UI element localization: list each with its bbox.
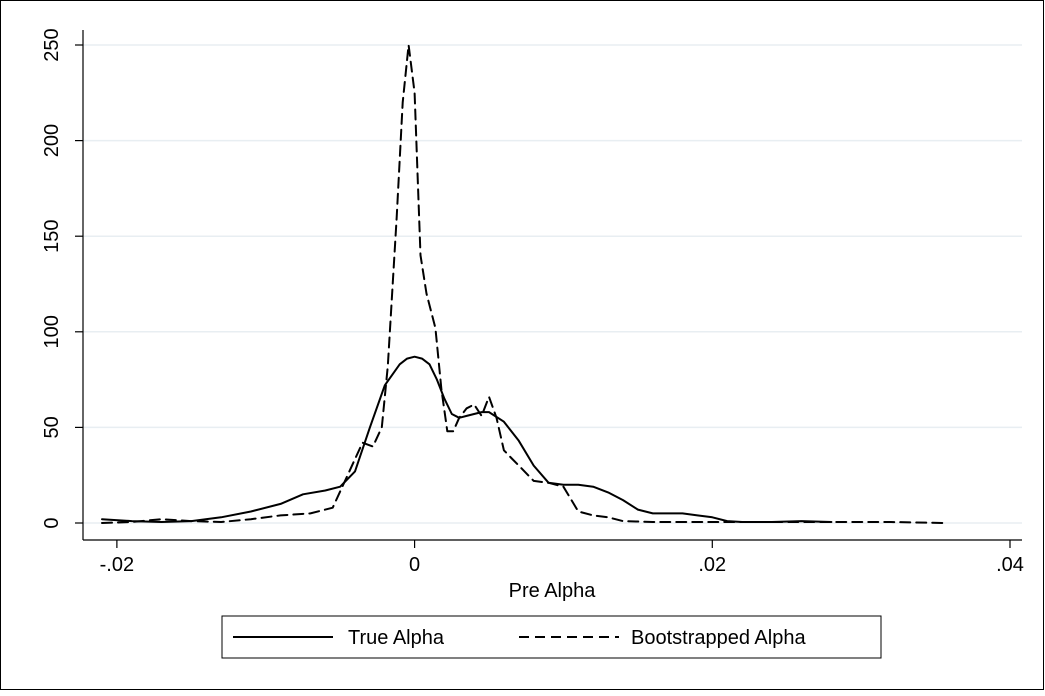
gridlines: [83, 44, 1022, 524]
y-tick-label: 250: [41, 28, 63, 61]
legend-label-true-alpha: True Alpha: [348, 627, 445, 649]
series-line-bootstrapped-alpha: [101, 44, 944, 524]
legend: True Alpha Bootstrapped Alpha: [221, 615, 882, 659]
x-tick-label: .02: [698, 554, 726, 576]
x-axis-title: Pre Alpha: [509, 580, 597, 602]
y-tick-label: 50: [41, 416, 63, 438]
y-tick-label: 100: [41, 315, 63, 348]
tick-marks-and-labels: 0 50 100 150 200 250 -.02 0 .02 .04: [41, 28, 1024, 576]
axes: [82, 30, 1022, 541]
x-tick-label: -.02: [100, 554, 134, 576]
y-tick-label: 150: [41, 220, 63, 253]
x-tick-label: .04: [996, 554, 1024, 576]
series-lines: [101, 44, 944, 524]
y-tick-label: 0: [41, 517, 63, 528]
y-tick-label: 200: [41, 124, 63, 157]
series-line-true-alpha: [101, 355, 833, 523]
x-tick-label: 0: [409, 554, 420, 576]
legend-label-bootstrapped-alpha: Bootstrapped Alpha: [631, 627, 806, 649]
